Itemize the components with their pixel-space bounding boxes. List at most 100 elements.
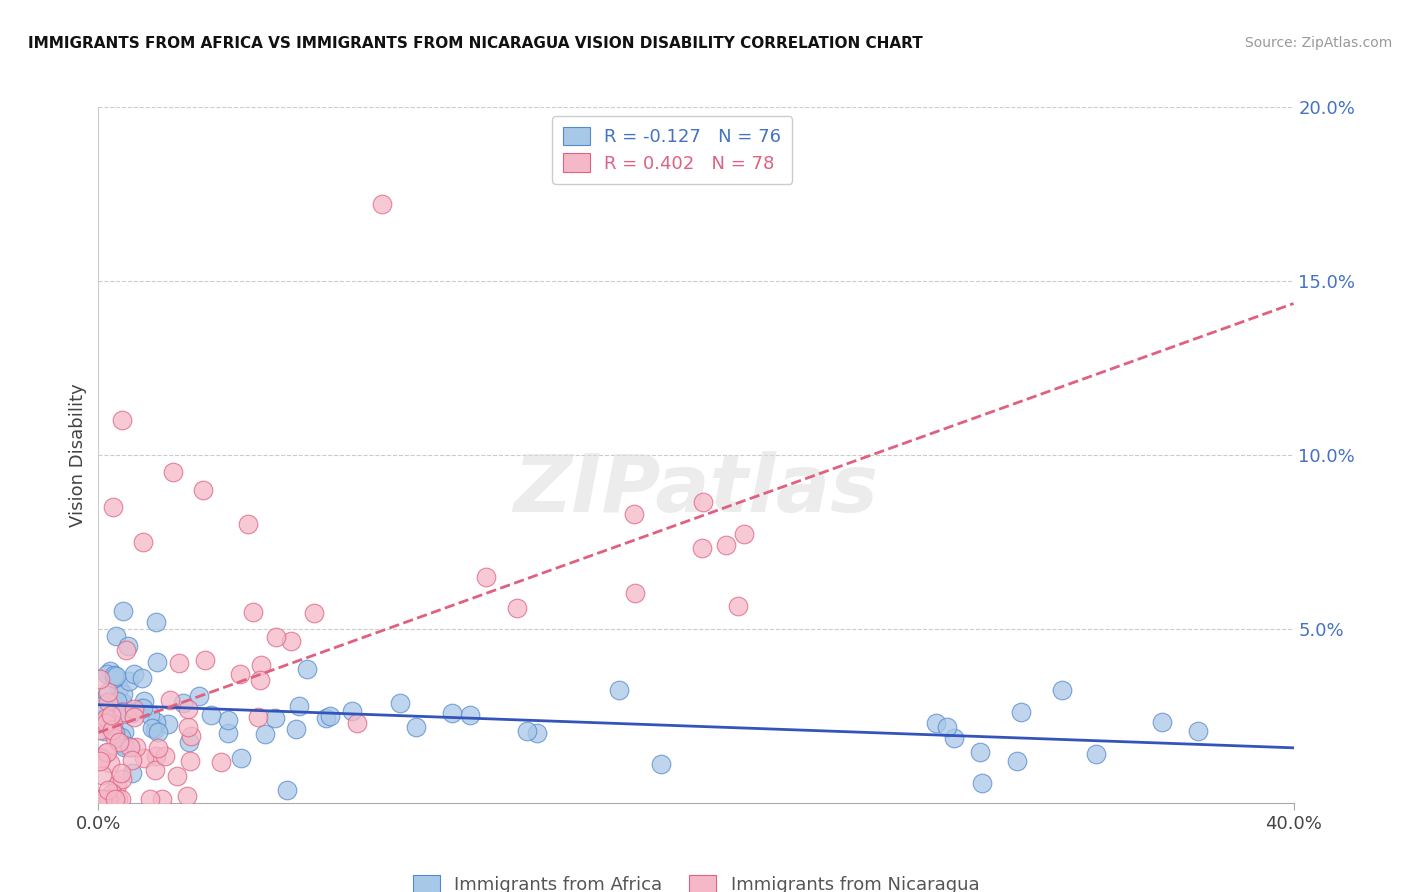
Point [107, 792, 129, 806]
Point [132, 701, 155, 715]
Point [690, 541, 713, 555]
Point [104, 792, 127, 806]
Point [200, 708, 222, 723]
Point [89, 754, 111, 768]
Point [96, 666, 118, 681]
Point [112, 705, 135, 719]
Point [129, 700, 152, 714]
Point [159, 693, 181, 707]
Point [98, 719, 121, 733]
Point [112, 605, 135, 619]
Point [118, 739, 141, 754]
Point [167, 657, 190, 671]
Point [526, 725, 548, 739]
Point [733, 526, 755, 541]
Point [969, 745, 991, 759]
Point [441, 706, 464, 720]
Point [475, 570, 498, 584]
Point [94, 716, 117, 731]
Legend: Immigrants from Africa, Immigrants from Nicaragua: Immigrants from Africa, Immigrants from … [405, 868, 987, 892]
Point [141, 721, 163, 735]
Point [143, 763, 166, 777]
Point [516, 723, 538, 738]
Point [91, 768, 114, 782]
Point [94, 711, 117, 725]
Point [139, 792, 162, 806]
Point [217, 726, 239, 740]
Point [254, 727, 277, 741]
Point [96, 688, 118, 702]
Point [121, 765, 143, 780]
Point [89, 723, 111, 738]
Point [145, 715, 167, 730]
Point [148, 725, 170, 739]
Point [132, 751, 155, 765]
Point [112, 687, 135, 701]
Point [101, 723, 124, 737]
Point [117, 639, 139, 653]
Point [96, 745, 118, 759]
Point [246, 710, 269, 724]
Point [1010, 706, 1032, 720]
Point [288, 699, 311, 714]
Point [97, 685, 120, 699]
Point [1084, 747, 1107, 761]
Point [177, 702, 200, 716]
Point [727, 599, 749, 613]
Point [98, 665, 121, 679]
Point [89, 672, 111, 686]
Point [692, 494, 714, 508]
Point [155, 749, 177, 764]
Point [145, 615, 167, 629]
Point [112, 738, 135, 752]
Point [146, 741, 169, 756]
Point [285, 723, 308, 737]
Point [249, 673, 271, 688]
Point [236, 517, 259, 532]
Point [112, 705, 135, 719]
Point [145, 748, 167, 763]
Point [90, 713, 112, 727]
Point [118, 674, 141, 689]
Point [150, 792, 173, 806]
Point [104, 726, 127, 740]
Point [319, 709, 342, 723]
Point [176, 789, 198, 803]
Point [342, 704, 364, 718]
Point [179, 754, 201, 768]
Point [187, 690, 209, 704]
Text: Source: ZipAtlas.com: Source: ZipAtlas.com [1244, 36, 1392, 50]
Point [623, 508, 645, 522]
Point [145, 722, 167, 736]
Point [110, 705, 132, 719]
Point [162, 466, 184, 480]
Point [936, 720, 959, 734]
Point [107, 681, 129, 695]
Point [405, 720, 427, 734]
Y-axis label: Vision Disability: Vision Disability [69, 383, 87, 527]
Point [112, 724, 135, 739]
Point [250, 657, 273, 672]
Point [131, 671, 153, 685]
Point [506, 600, 529, 615]
Point [346, 715, 368, 730]
Point [90, 751, 112, 765]
Point [139, 707, 162, 722]
Point [90, 792, 112, 806]
Point [121, 753, 143, 767]
Point [1150, 714, 1173, 729]
Point [112, 739, 135, 754]
Point [1187, 724, 1209, 739]
Point [302, 606, 325, 620]
Point [624, 586, 647, 600]
Point [104, 668, 127, 682]
Point [118, 740, 141, 755]
Point [229, 750, 252, 764]
Point [172, 697, 194, 711]
Point [125, 740, 148, 755]
Point [105, 778, 128, 792]
Point [91, 698, 114, 712]
Point [94, 746, 117, 760]
Point [264, 711, 287, 725]
Point [943, 731, 966, 746]
